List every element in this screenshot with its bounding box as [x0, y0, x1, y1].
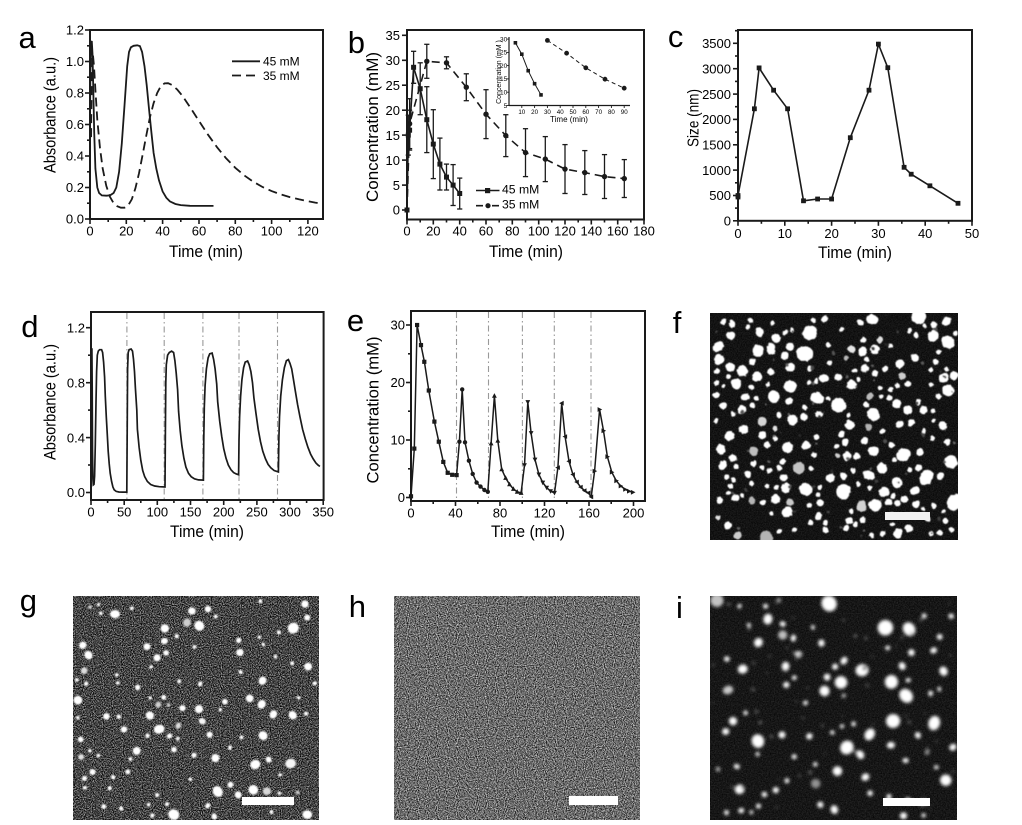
svg-text:Concentration (mM): Concentration (mM)	[364, 337, 383, 484]
svg-text:20: 20	[531, 109, 538, 116]
svg-text:Absorbance (a.u.): Absorbance (a.u.)	[41, 57, 60, 173]
svg-text:10: 10	[518, 109, 525, 116]
svg-text:50: 50	[117, 505, 131, 520]
svg-text:100: 100	[261, 224, 283, 239]
svg-text:0: 0	[87, 505, 94, 520]
svg-text:0.2: 0.2	[66, 180, 84, 195]
svg-text:Concentration (mM): Concentration (mM)	[363, 52, 382, 202]
svg-text:1.2: 1.2	[67, 320, 85, 335]
svg-text:10: 10	[386, 153, 400, 168]
svg-text:1.0: 1.0	[66, 54, 84, 69]
svg-text:3000: 3000	[702, 61, 731, 76]
svg-text:250: 250	[246, 505, 268, 520]
svg-text:50: 50	[570, 109, 577, 116]
svg-text:1.2: 1.2	[66, 23, 84, 38]
svg-text:20: 20	[391, 375, 405, 390]
svg-text:25: 25	[386, 78, 400, 93]
svg-text:180: 180	[633, 224, 655, 239]
svg-text:120: 120	[534, 506, 556, 521]
svg-text:60: 60	[582, 109, 589, 116]
svg-text:80: 80	[505, 224, 519, 239]
svg-text:60: 60	[192, 224, 206, 239]
svg-text:150: 150	[180, 505, 202, 520]
svg-text:Time (min): Time (min)	[491, 523, 565, 541]
svg-text:40: 40	[918, 226, 932, 241]
svg-text:0: 0	[393, 203, 400, 218]
svg-text:10: 10	[391, 433, 405, 448]
svg-text:20: 20	[426, 224, 440, 239]
svg-text:15: 15	[386, 128, 400, 143]
svg-text:100: 100	[528, 224, 550, 239]
svg-text:0: 0	[86, 224, 93, 239]
svg-text:5: 5	[504, 103, 508, 110]
svg-text:30: 30	[386, 53, 400, 68]
svg-text:120: 120	[297, 224, 319, 239]
svg-text:5: 5	[393, 178, 400, 193]
svg-text:80: 80	[493, 506, 507, 521]
svg-text:35 mM: 35 mM	[502, 198, 539, 212]
svg-text:80: 80	[608, 109, 615, 116]
svg-text:200: 200	[213, 505, 235, 520]
svg-text:45 mM: 45 mM	[263, 55, 300, 69]
svg-text:Time (min): Time (min)	[550, 115, 588, 124]
svg-text:200: 200	[623, 506, 645, 521]
svg-text:Time (min): Time (min)	[818, 244, 892, 262]
svg-text:Time (min): Time (min)	[489, 243, 563, 261]
svg-text:0.8: 0.8	[66, 86, 84, 101]
svg-text:0.4: 0.4	[66, 149, 84, 164]
svg-text:0.0: 0.0	[67, 485, 85, 500]
svg-text:Absorbance (a.u.): Absorbance (a.u.)	[41, 344, 60, 460]
svg-text:0: 0	[734, 226, 741, 241]
svg-text:0.0: 0.0	[66, 212, 84, 227]
svg-text:100: 100	[146, 505, 168, 520]
svg-text:40: 40	[557, 109, 564, 116]
svg-text:25: 25	[500, 50, 508, 57]
svg-text:2500: 2500	[702, 87, 731, 102]
svg-text:Time (min): Time (min)	[170, 523, 244, 541]
svg-text:1500: 1500	[702, 137, 731, 152]
svg-text:15: 15	[500, 76, 508, 83]
svg-text:500: 500	[709, 188, 731, 203]
svg-text:0.6: 0.6	[66, 117, 84, 132]
svg-text:1000: 1000	[702, 163, 731, 178]
svg-text:60: 60	[479, 224, 493, 239]
svg-text:350: 350	[312, 505, 334, 520]
svg-text:90: 90	[621, 109, 628, 116]
svg-text:45 mM: 45 mM	[502, 182, 539, 196]
svg-text:120: 120	[554, 224, 576, 239]
svg-text:3500: 3500	[702, 36, 731, 51]
svg-text:50: 50	[965, 226, 979, 241]
svg-text:20: 20	[500, 63, 508, 70]
svg-text:0: 0	[407, 506, 414, 521]
svg-text:10: 10	[778, 226, 792, 241]
svg-text:300: 300	[279, 505, 301, 520]
svg-text:30: 30	[871, 226, 885, 241]
svg-text:0: 0	[403, 224, 410, 239]
svg-text:30: 30	[500, 36, 508, 43]
svg-text:40: 40	[448, 506, 462, 521]
svg-text:140: 140	[580, 224, 602, 239]
svg-text:Concentration (mM ): Concentration (mM )	[496, 40, 503, 104]
svg-text:80: 80	[228, 224, 242, 239]
svg-text:40: 40	[155, 224, 169, 239]
svg-text:20: 20	[119, 224, 133, 239]
svg-text:Size (nm): Size (nm)	[686, 89, 703, 147]
svg-text:20: 20	[824, 226, 838, 241]
svg-text:160: 160	[607, 224, 629, 239]
svg-text:35 mM: 35 mM	[263, 69, 300, 83]
svg-text:70: 70	[595, 109, 602, 116]
svg-text:0.8: 0.8	[67, 375, 85, 390]
svg-text:10: 10	[500, 90, 508, 97]
svg-text:0: 0	[398, 490, 405, 505]
svg-text:Time (min): Time (min)	[169, 243, 243, 261]
svg-text:20: 20	[386, 103, 400, 118]
svg-text:30: 30	[544, 109, 551, 116]
svg-text:40: 40	[452, 224, 466, 239]
svg-text:2000: 2000	[702, 112, 731, 127]
svg-text:160: 160	[578, 506, 600, 521]
svg-text:30: 30	[391, 318, 405, 333]
svg-text:0: 0	[724, 214, 731, 229]
svg-text:0.4: 0.4	[67, 430, 85, 445]
svg-text:35: 35	[386, 28, 400, 43]
